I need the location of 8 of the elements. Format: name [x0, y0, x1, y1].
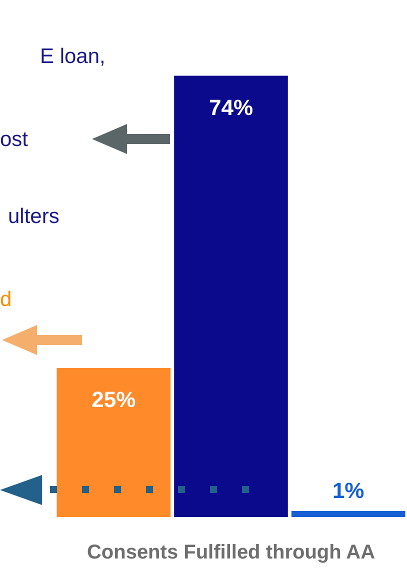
- text: ost: [0, 128, 28, 152]
- text: E loan,: [40, 45, 106, 69]
- data-label: 74%: [208, 94, 254, 120]
- data-label: 1%: [332, 478, 364, 504]
- annotation: ulters: [8, 205, 60, 229]
- x-axis-title: Consents Fulfilled through AA: [86, 542, 376, 564]
- data-label: 25%: [92, 387, 136, 412]
- text: d: [0, 288, 12, 312]
